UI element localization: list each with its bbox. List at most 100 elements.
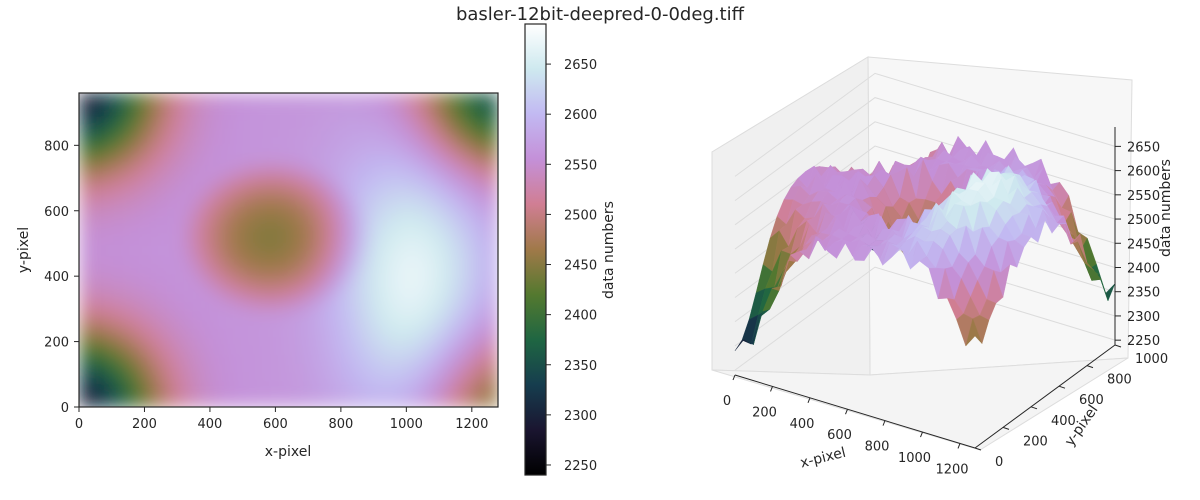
heatmap-cell [419, 258, 429, 269]
heatmap-cell [96, 258, 106, 269]
heatmap-cell [367, 345, 377, 356]
heatmap-cell [419, 354, 429, 364]
heatmap-cell [227, 389, 237, 399]
heatmap-cell [340, 380, 351, 391]
heatmap-cell [463, 206, 473, 216]
heatmap-cell [305, 363, 316, 373]
heatmap-cell [288, 328, 298, 338]
heatmap-cell [236, 188, 246, 199]
heatmap-cell [375, 319, 386, 330]
heatmap-cell [253, 363, 263, 373]
heatmap-cell [87, 311, 98, 321]
heatmap-cell [148, 136, 159, 146]
heatmap-cell [218, 180, 228, 190]
heatmap-cell [122, 171, 132, 181]
heatmap-cell [436, 276, 447, 286]
heatmap-cell [314, 110, 325, 120]
heatmap-cell [227, 293, 237, 303]
heatmap-cell [480, 215, 490, 225]
heatmap-cell [113, 284, 124, 295]
heatmap-cell [209, 398, 220, 407]
heatmap-cell [140, 267, 150, 277]
surface-x-tick-label: 0 [723, 394, 731, 409]
heatmap-cell [480, 93, 490, 103]
heatmap-cell [87, 398, 98, 407]
heatmap-cell [183, 136, 194, 146]
heatmap-cell [271, 215, 281, 225]
heatmap-cell [471, 389, 482, 399]
heatmap-cell [384, 154, 394, 164]
heatmap-cell [401, 302, 412, 312]
surface-x-tick-mark [920, 431, 923, 438]
heatmap-cell [323, 398, 333, 407]
heatmap-cell [288, 345, 298, 356]
heatmap-cell [79, 162, 89, 173]
heatmap-cell [463, 188, 473, 199]
heatmap-cell [436, 293, 447, 303]
heatmap-cell [96, 372, 106, 382]
colorbar-tick-label: 2500 [564, 208, 597, 223]
heatmap-cell [113, 162, 124, 173]
heatmap-cell [393, 311, 403, 321]
heatmap-cell [305, 276, 316, 286]
heatmap-cell [410, 93, 421, 103]
heatmap-cell [471, 372, 482, 382]
heatmap-cell [279, 267, 290, 277]
heatmap-cell [332, 267, 342, 277]
heatmap-cell [375, 250, 386, 260]
heatmap-cell [244, 93, 255, 103]
heatmap-cell [244, 197, 255, 207]
heatmap-cell [367, 145, 377, 155]
heatmap-cell [288, 162, 298, 173]
heatmap-cell [384, 215, 394, 225]
heatmap-cell [323, 136, 333, 146]
heatmap-cell [157, 293, 167, 303]
heatmap-cell [314, 241, 325, 251]
surface-x-tick-label: 200 [752, 405, 777, 420]
heatmap-cell [201, 232, 211, 242]
heatmap-cell [279, 162, 290, 173]
heatmap-cell [262, 284, 272, 295]
heatmap-cell [244, 372, 255, 382]
heatmap-cell [471, 197, 482, 207]
heatmap-cell [367, 188, 377, 199]
heatmap-cell [166, 319, 176, 330]
heatmap-cell [340, 145, 351, 155]
heatmap-cell [375, 345, 386, 356]
heatmap-cell [393, 206, 403, 216]
heatmap-cell [340, 101, 351, 112]
heatmap-cell [227, 363, 237, 373]
heatmap-cell [436, 136, 447, 146]
heatmap-cell [166, 127, 176, 138]
heatmap-cell [305, 197, 316, 207]
heatmap-cell [140, 311, 150, 321]
heatmap-cell [384, 267, 394, 277]
heatmap-cell [349, 145, 359, 155]
heatmap-cell [201, 180, 211, 190]
heatmap-cell [323, 171, 333, 181]
heatmap-cell [367, 110, 377, 120]
heatmap-cell [148, 337, 159, 347]
heatmap-cell [480, 302, 490, 312]
heatmap-cell [419, 284, 429, 295]
heatmap-cell [113, 206, 124, 216]
heatmap-cell [393, 241, 403, 251]
heatmap-cell [288, 127, 298, 138]
heatmap-cell [209, 302, 220, 312]
heatmap-cell [410, 267, 421, 277]
surface-y-tick-label: 400 [1051, 414, 1076, 429]
heatmap-cell [157, 180, 167, 190]
heatmap-cell [314, 101, 325, 112]
heatmap-cell [166, 136, 176, 146]
heatmap-cell [419, 136, 429, 146]
heatmap-cell [113, 119, 124, 129]
heatmap-cell [332, 171, 342, 181]
heatmap-cell [227, 119, 237, 129]
heatmap-cell [445, 328, 455, 338]
heatmap-cell [480, 250, 490, 260]
heatmap-cell [279, 154, 290, 164]
heatmap-cell [87, 188, 98, 199]
heatmap-cell [436, 398, 447, 407]
heatmap-cell [428, 302, 438, 312]
